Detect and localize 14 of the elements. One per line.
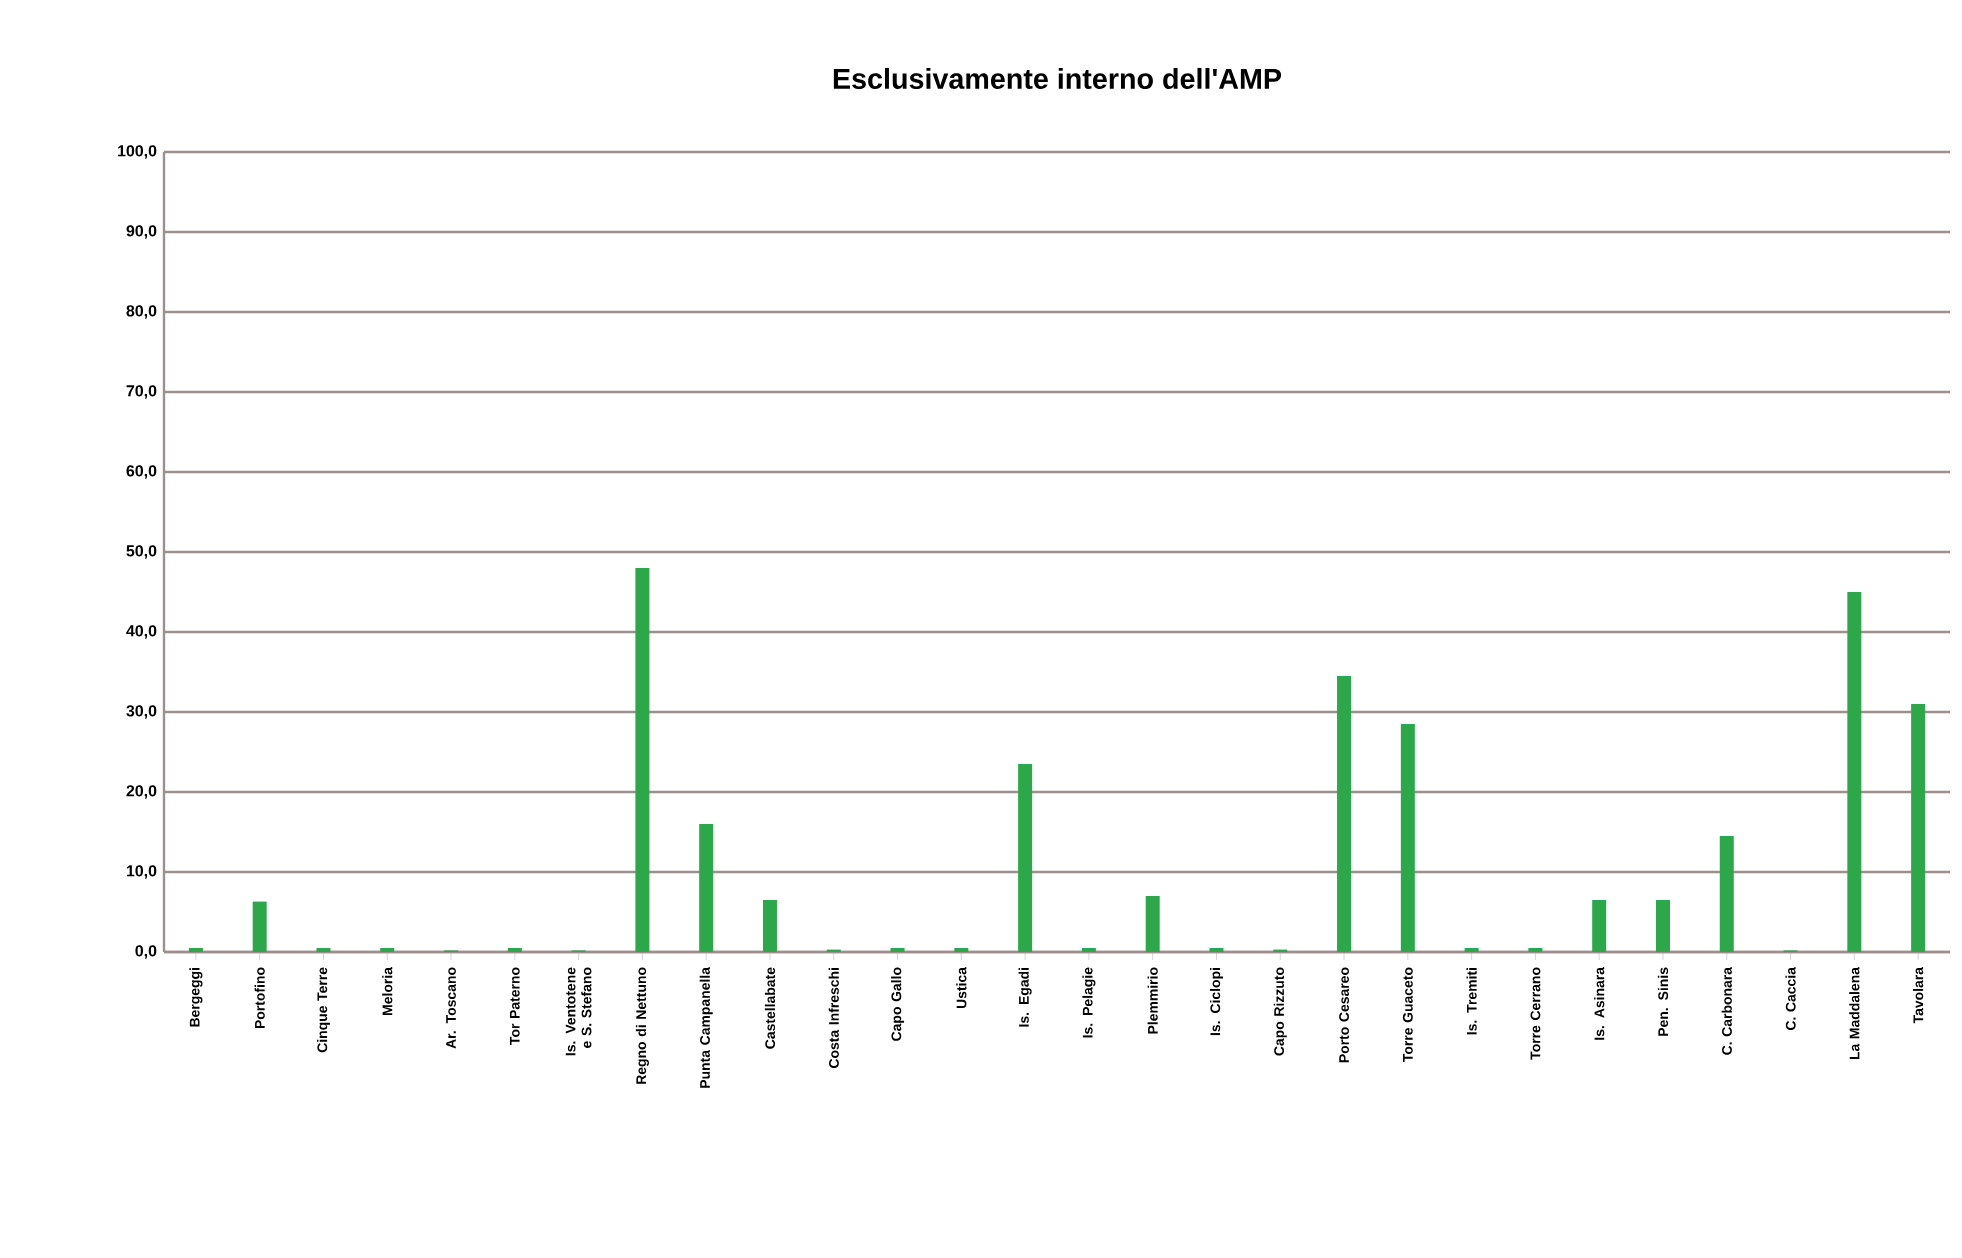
bar — [1400, 723, 1415, 952]
bar — [762, 900, 777, 952]
bar — [1655, 900, 1670, 952]
chart-title: Esclusivamente interno dell'AMP — [833, 67, 1282, 89]
bar — [1592, 900, 1607, 952]
bar — [635, 567, 650, 952]
bar — [1911, 703, 1926, 952]
bar — [1847, 591, 1862, 952]
bar — [1145, 896, 1160, 952]
bar — [1018, 763, 1033, 952]
bar — [252, 901, 267, 952]
bar — [1719, 836, 1734, 952]
bar — [699, 824, 714, 952]
bar — [1337, 675, 1352, 952]
